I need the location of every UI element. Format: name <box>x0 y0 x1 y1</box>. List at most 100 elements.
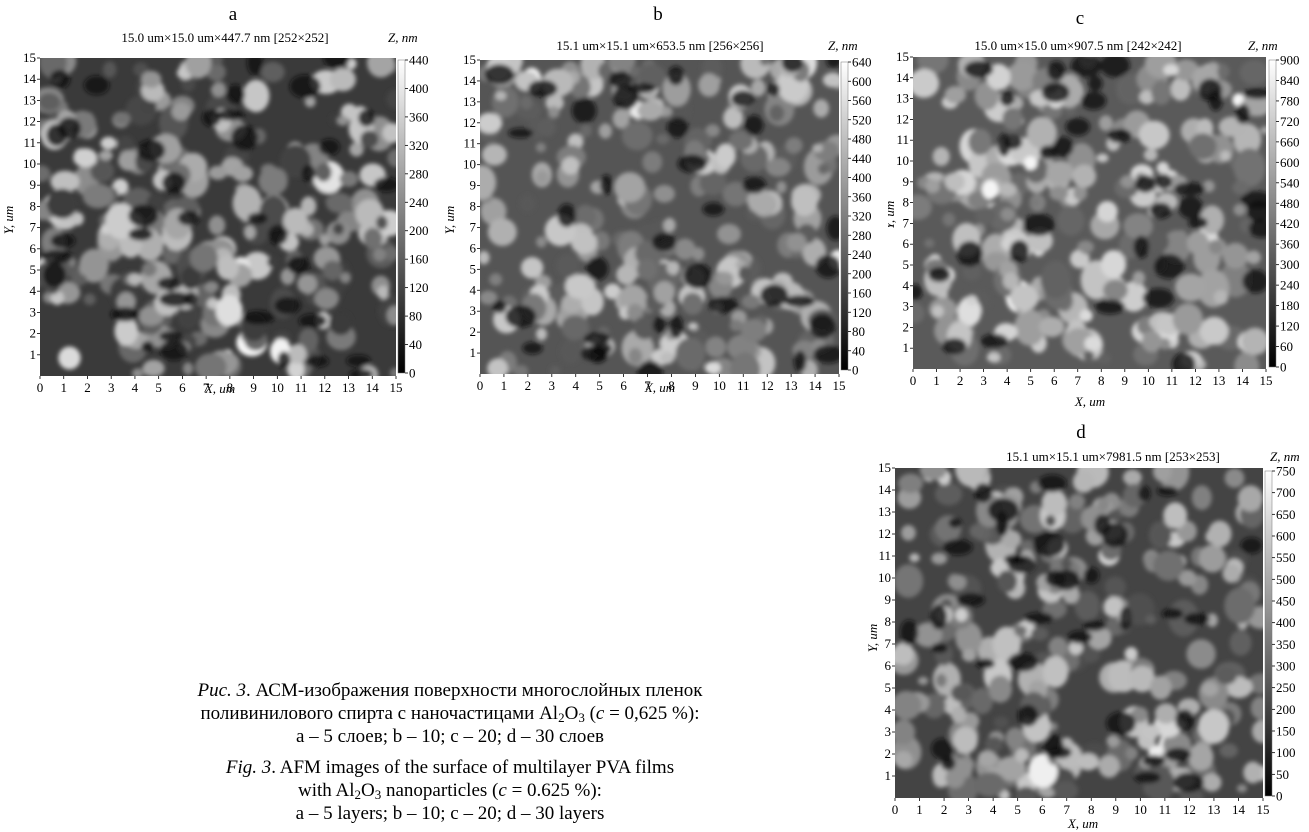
colorbar-tick-label: 480 <box>852 132 872 147</box>
surface-grain <box>741 294 761 310</box>
colorbar-tick-label: 660 <box>1280 134 1300 149</box>
surface-pit <box>1240 191 1266 209</box>
colorbar-tick-label: 200 <box>1276 702 1296 717</box>
surface-pit <box>159 340 188 361</box>
surface-grain <box>715 143 736 168</box>
surface-pit <box>247 58 263 76</box>
surface-pit <box>942 539 973 556</box>
surface-pit <box>1161 608 1184 620</box>
y-tick-label: 10 <box>878 570 891 585</box>
surface-grain <box>982 180 999 200</box>
surface-pit <box>956 592 985 608</box>
x-axis-label: X, um <box>204 381 235 396</box>
colorbar <box>1264 470 1273 797</box>
x-tick-label: 4 <box>572 378 579 393</box>
x-tick-label: 12 <box>761 378 774 393</box>
surface-grain <box>314 288 339 310</box>
y-tick-label: 7 <box>470 219 477 234</box>
colorbar-tick-label: 50 <box>1276 767 1289 782</box>
surface-grain <box>98 150 113 161</box>
surface-grain <box>913 194 932 220</box>
surface-grain <box>1031 626 1049 641</box>
surface-pit <box>1134 771 1161 784</box>
surface-grain <box>535 142 546 153</box>
colorbar-tick-label: 560 <box>852 93 872 108</box>
surface-pit <box>1024 612 1054 624</box>
colorbar-tick-label: 320 <box>852 209 872 224</box>
surface-grain <box>974 206 996 226</box>
x-tick-label: 6 <box>179 380 186 395</box>
surface-grain <box>1053 781 1079 798</box>
surface-pit <box>305 355 329 368</box>
colorbar-tick-label: 440 <box>852 151 872 166</box>
surface-grain <box>118 150 139 171</box>
surface-pit <box>708 296 739 314</box>
surface-grain <box>1241 327 1266 356</box>
surface-grain <box>1144 766 1175 798</box>
surface-grain <box>698 73 720 97</box>
surface-grain <box>1014 748 1029 763</box>
surface-grain <box>633 316 657 340</box>
surface-grain <box>181 266 201 290</box>
surface-pit <box>557 203 576 228</box>
colorbar-tick-label: 40 <box>409 337 422 352</box>
panel-letter: a <box>229 4 238 25</box>
surface-grain <box>925 179 940 194</box>
colorbar-tick-label: 240 <box>1280 278 1300 293</box>
x-axis: 0 1 2 3 4 5 6 7 8 9 10 11 12 13 14 15 <box>477 374 846 393</box>
surface-grain <box>637 100 663 121</box>
surface-pit <box>999 91 1015 107</box>
surface-pit <box>110 307 140 322</box>
surface-grain <box>1139 90 1155 105</box>
surface-pit <box>571 97 597 124</box>
surface-grain <box>339 171 359 187</box>
surface-grain <box>1159 338 1171 350</box>
surface-grain <box>1233 148 1266 188</box>
surface-grain <box>1172 303 1203 335</box>
caption-en-line-3: a – 5 layers; b – 10; c – 20; d – 30 lay… <box>295 803 605 824</box>
colorbar-tick-label: 120 <box>409 280 429 295</box>
x-tick-label: 0 <box>910 373 917 388</box>
surface-grain <box>813 99 830 118</box>
x-tick-label: 4 <box>132 380 139 395</box>
surface-grain <box>1153 550 1184 581</box>
scan-info: 15.0 um×15.0 um×447.7 nm [252×252] <box>121 30 328 45</box>
surface-pit <box>980 333 1009 349</box>
surface-grain <box>1229 630 1252 656</box>
surface-grain <box>298 327 319 353</box>
x-tick-label: 2 <box>525 378 532 393</box>
y-axis-label: Y, um <box>888 201 897 229</box>
surface-grain <box>1251 719 1263 743</box>
surface-grain <box>1151 80 1172 105</box>
surface-pit <box>744 114 764 136</box>
surface-grain <box>1202 773 1222 792</box>
surface-grain <box>288 344 307 364</box>
surface-grain <box>141 70 162 88</box>
surface-grain <box>1048 636 1068 657</box>
y-tick-label: 8 <box>470 199 477 214</box>
surface-grain <box>955 621 983 654</box>
x-tick-label: 9 <box>1122 373 1129 388</box>
surface-grain <box>1143 148 1158 162</box>
y-tick-label: 4 <box>470 282 477 297</box>
colorbar-tick-label: 700 <box>1276 485 1296 500</box>
surface-grain <box>481 143 507 166</box>
surface-pit <box>323 58 350 69</box>
surface-pit <box>702 202 725 216</box>
y-tick-label: 10 <box>463 157 476 172</box>
y-tick-label: 5 <box>903 257 910 272</box>
surface-grain <box>1199 316 1229 345</box>
y-tick-label: 11 <box>878 548 891 563</box>
surface-grain <box>1178 569 1197 587</box>
surface-pit <box>637 360 664 374</box>
surface-grain <box>895 751 913 769</box>
surface-grain <box>932 147 950 166</box>
surface-grain <box>561 315 590 341</box>
surface-pit <box>793 350 807 373</box>
surface-grain <box>914 622 943 648</box>
surface-grain <box>704 361 721 374</box>
surface-grain <box>1232 181 1250 195</box>
surface-grain <box>50 170 80 193</box>
